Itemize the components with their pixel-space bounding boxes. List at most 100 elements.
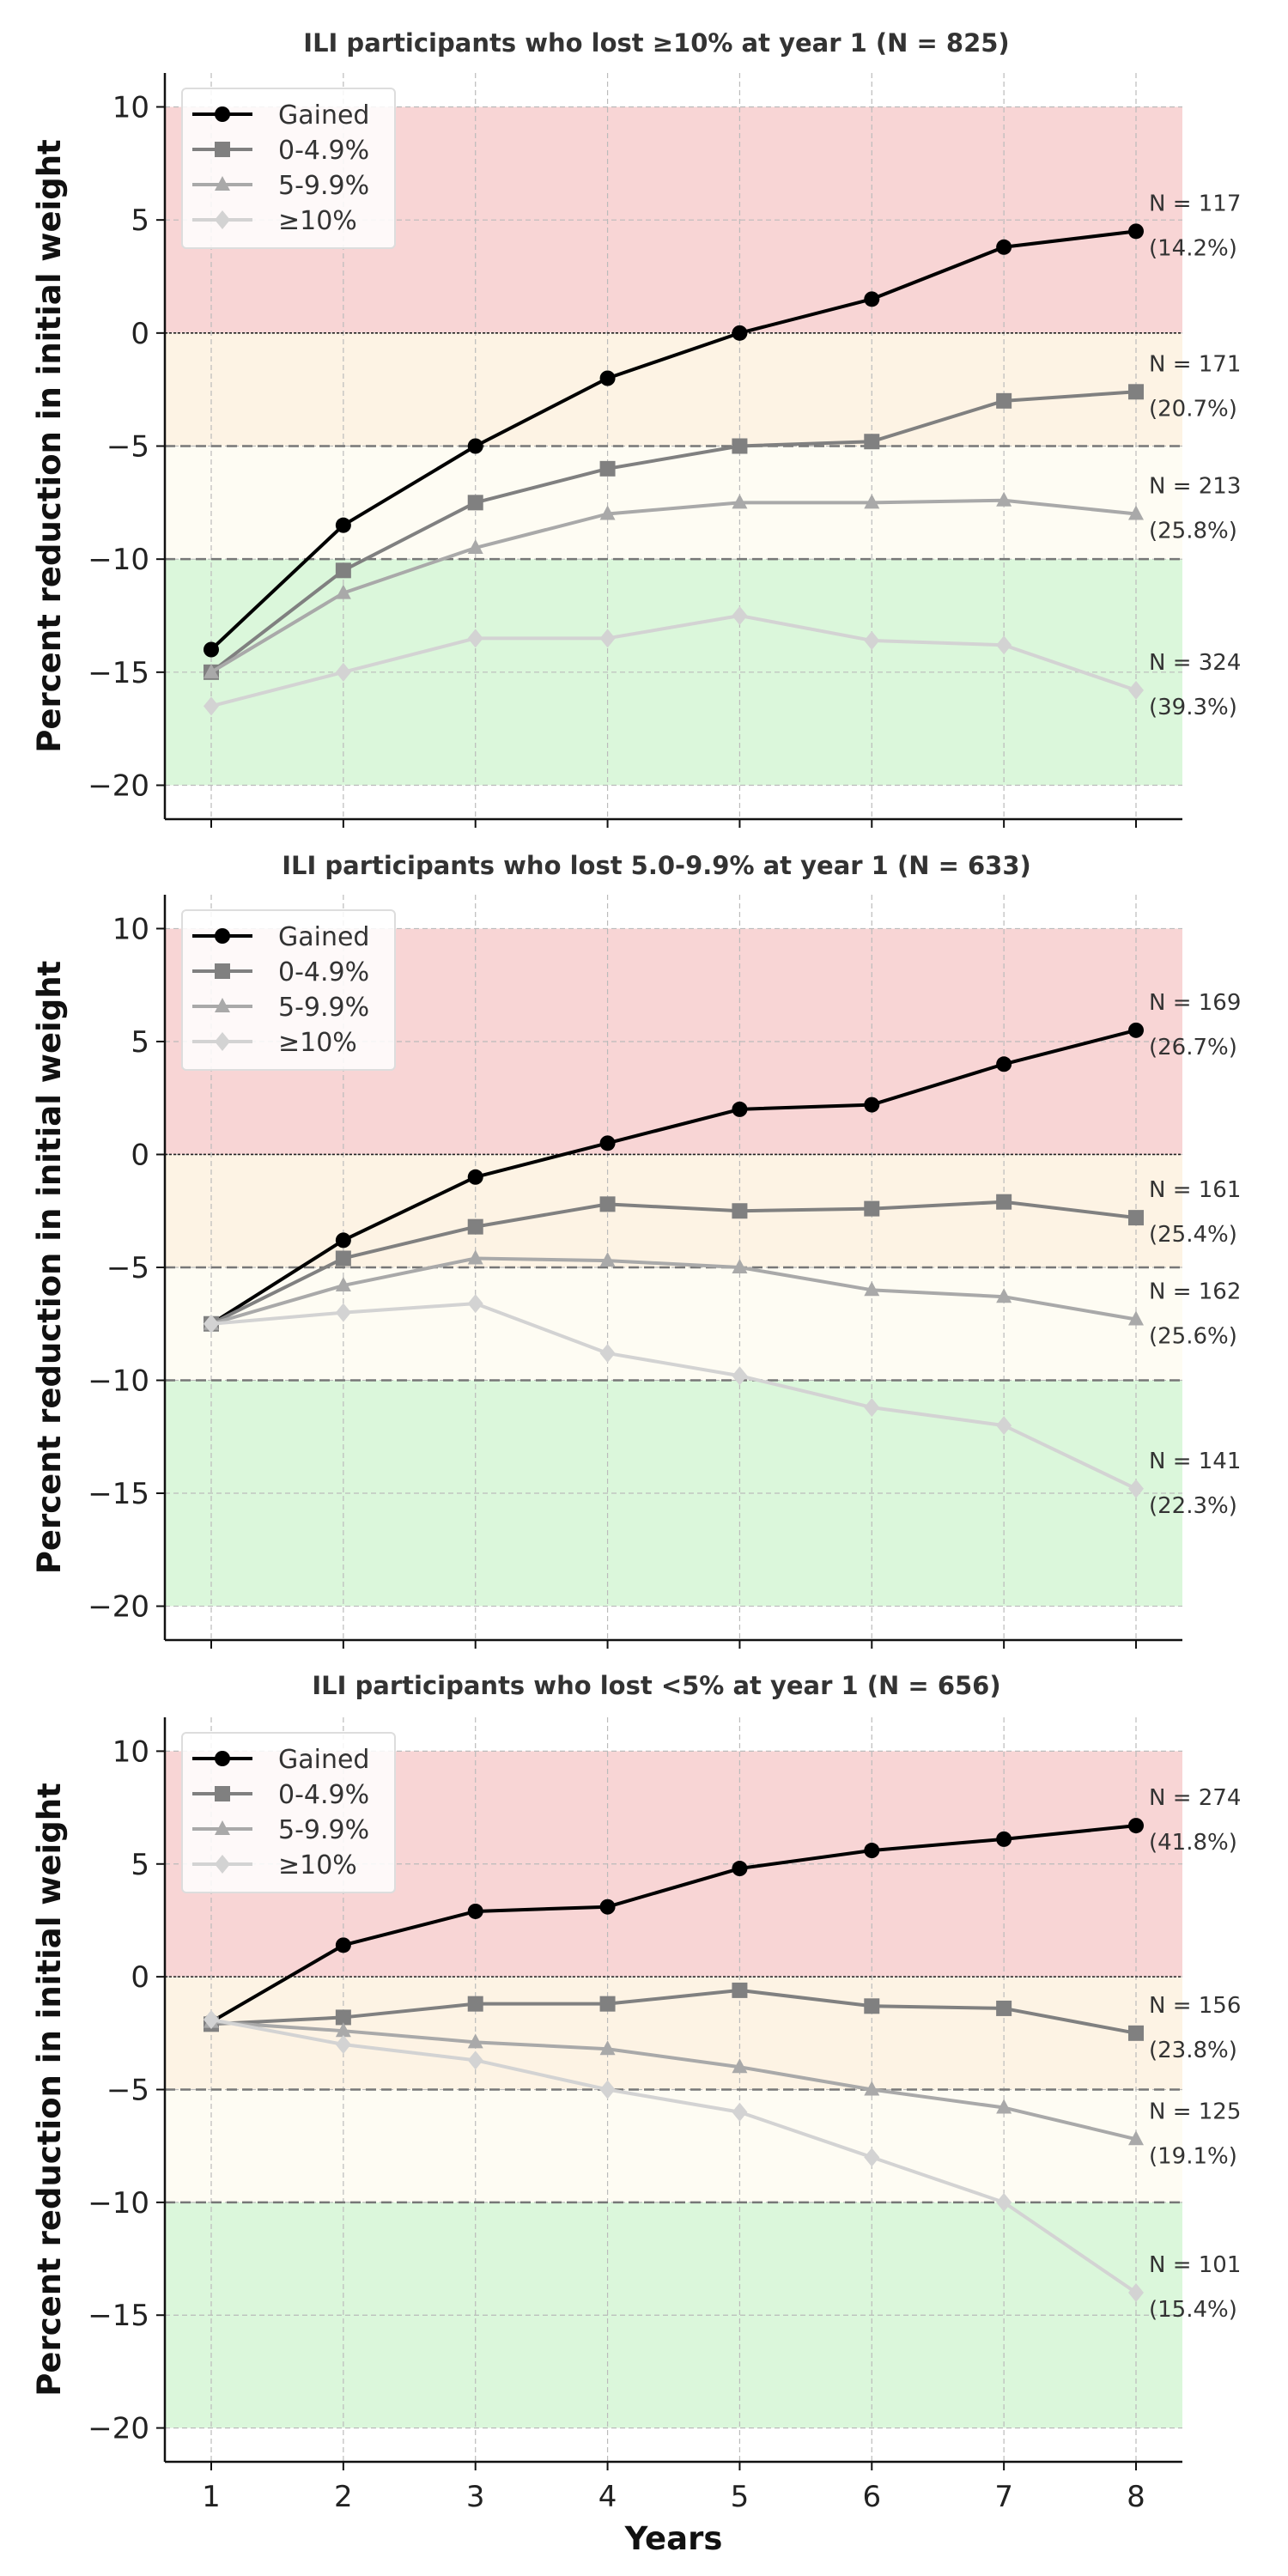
- data-point: [335, 584, 351, 599]
- chart-panel-3: ILI participants who lost <5% at year 1 …: [31, 1671, 1241, 2557]
- legend-marker: [215, 1855, 230, 1874]
- chart-panel-1: ILI participants who lost ≥10% at year 1…: [31, 28, 1241, 828]
- y-tick-label: −10: [88, 543, 149, 577]
- series-line: [210, 1302, 1137, 1491]
- legend-box: [181, 1732, 396, 1893]
- data-point: [467, 1249, 483, 1265]
- chart-panel-2: ILI participants who lost 5.0-9.9% at ye…: [31, 851, 1241, 1649]
- data-point: [335, 1303, 351, 1322]
- data-point: [864, 1281, 880, 1297]
- legend-label: 0-4.9%: [278, 136, 369, 166]
- y-tick-label: −10: [88, 1364, 149, 1399]
- data-point: [732, 1982, 748, 1998]
- n-annotation: N = 213: [1149, 474, 1241, 500]
- n-annotation: N = 324: [1149, 650, 1241, 676]
- y-tick-label: 0: [131, 1138, 149, 1172]
- y-tick-label: −5: [106, 430, 149, 465]
- legend: Gained 0-4.9% 5-9.9% ≥10%: [181, 1732, 396, 1893]
- y-tick-label: −5: [106, 1251, 149, 1285]
- legend-label: 5-9.9%: [278, 1815, 369, 1845]
- percent-annotation: (23.8%): [1149, 2038, 1237, 2063]
- series-line: [210, 1256, 1137, 1326]
- legend-box: [181, 909, 396, 1071]
- data-point: [732, 1101, 748, 1117]
- x-tick-label: 6: [862, 2480, 881, 2514]
- data-point: [1128, 2282, 1144, 2302]
- series-line: [210, 229, 1137, 651]
- data-point: [335, 2022, 351, 2038]
- data-point: [467, 1903, 483, 1919]
- data-point: [996, 1056, 1012, 1072]
- data-point: [1128, 680, 1144, 700]
- series-line: [210, 1200, 1137, 1326]
- data-point: [732, 2058, 748, 2074]
- data-point: [1128, 1479, 1144, 1498]
- data-point: [1128, 2130, 1144, 2146]
- series-line: [210, 1988, 1137, 2035]
- y-tick-label: −20: [88, 2412, 149, 2446]
- legend-marker: [215, 142, 230, 157]
- data-point: [864, 291, 880, 307]
- data-point: [1128, 1310, 1144, 1326]
- data-point: [599, 629, 616, 648]
- y-tick-label: −20: [88, 1590, 149, 1625]
- series-0-4.9%: N = 156 (23.8%): [204, 1982, 1241, 2063]
- data-point: [996, 1194, 1012, 1210]
- y-tick-label: −20: [88, 769, 149, 804]
- data-point: [996, 392, 1012, 409]
- series-0-4.9%: N = 161 (25.4%): [204, 1177, 1241, 1332]
- percent-annotation: (25.6%): [1149, 1323, 1237, 1349]
- y-tick-label: −15: [88, 656, 149, 690]
- data-point: [335, 562, 351, 579]
- data-point: [732, 1203, 748, 1219]
- legend-marker: [215, 963, 230, 979]
- legend-box: [181, 88, 396, 249]
- data-point: [732, 1259, 748, 1273]
- data-point: [864, 434, 880, 450]
- data-point: [335, 1277, 351, 1292]
- legend-marker: [215, 106, 230, 122]
- data-point: [599, 1196, 616, 1212]
- legend-label: 0-4.9%: [278, 1780, 369, 1810]
- legend-label: 5-9.9%: [278, 993, 369, 1023]
- zone-band: [165, 1154, 1182, 1267]
- n-annotation: N = 101: [1149, 2252, 1241, 2278]
- data-point: [1128, 505, 1144, 520]
- data-point: [996, 491, 1012, 507]
- y-tick-label: 0: [131, 1960, 149, 1995]
- data-point: [864, 2081, 880, 2096]
- data-point: [599, 505, 616, 520]
- y-tick-label: −15: [88, 2299, 149, 2333]
- n-annotation: N = 141: [1149, 1449, 1241, 1474]
- data-point: [467, 629, 483, 648]
- legend-label: Gained: [278, 1745, 369, 1775]
- y-axis-label: Percent reduction in initial weight: [31, 1783, 68, 2397]
- data-point: [732, 1366, 748, 1386]
- n-annotation: N = 162: [1149, 1279, 1241, 1304]
- series-Gained: N = 117 (14.2%): [204, 191, 1241, 658]
- data-point: [599, 1343, 616, 1363]
- legend-label: Gained: [278, 922, 369, 952]
- percent-annotation: (15.4%): [1149, 2297, 1237, 2323]
- data-point: [467, 495, 483, 511]
- data-point: [335, 662, 351, 682]
- legend-marker: [215, 998, 230, 1012]
- data-point: [467, 2033, 483, 2049]
- n-annotation: N = 161: [1149, 1177, 1241, 1203]
- series-line: [210, 2020, 1137, 2142]
- data-point: [204, 663, 219, 678]
- legend-marker: [215, 1786, 230, 1801]
- legend-label: 0-4.9%: [278, 957, 369, 987]
- x-tick-label: 1: [202, 2480, 221, 2514]
- y-axis-label: Percent reduction in initial weight: [31, 961, 68, 1575]
- legend-marker: [215, 1820, 230, 1835]
- data-point: [467, 1996, 483, 2012]
- n-annotation: N = 274: [1149, 1785, 1241, 1811]
- data-point: [996, 1831, 1012, 1847]
- data-point: [204, 696, 219, 716]
- data-point: [204, 641, 219, 658]
- legend-marker: [215, 1751, 230, 1766]
- data-point: [864, 630, 880, 650]
- data-point: [732, 606, 748, 625]
- data-point: [335, 2009, 351, 2026]
